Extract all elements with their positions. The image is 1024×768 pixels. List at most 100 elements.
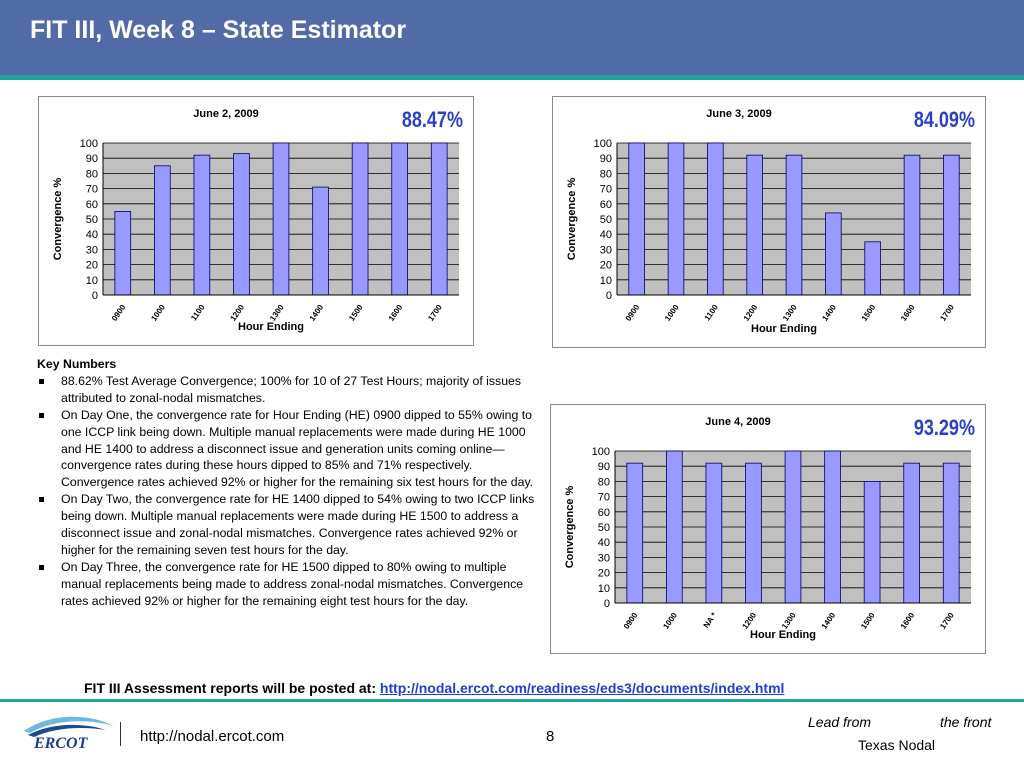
x-tick-label: 1000 bbox=[661, 611, 679, 631]
y-tick-label: 10 bbox=[598, 583, 610, 595]
x-tick-label: 1700 bbox=[938, 303, 956, 323]
y-tick-label: 40 bbox=[598, 537, 610, 549]
bar bbox=[785, 154, 803, 296]
x-tick-label: 0900 bbox=[110, 303, 128, 323]
y-tick-label: 10 bbox=[600, 275, 612, 287]
chart-title: June 4, 2009 bbox=[705, 416, 770, 428]
bar bbox=[193, 154, 211, 296]
y-tick-label: 60 bbox=[600, 199, 612, 211]
footer-url: http://nodal.ercot.com bbox=[140, 728, 285, 745]
bar bbox=[628, 142, 645, 296]
x-tick-label: 1400 bbox=[308, 303, 326, 323]
y-tick-label: 70 bbox=[86, 184, 98, 196]
assessment-label: FIT III Assessment reports will be poste… bbox=[84, 680, 380, 696]
x-tick-label: 1700 bbox=[938, 611, 956, 631]
chart-title: June 3, 2009 bbox=[706, 108, 771, 120]
y-axis-label: Convergence % bbox=[52, 178, 64, 261]
bar bbox=[351, 142, 369, 296]
y-tick-label: 20 bbox=[600, 260, 612, 272]
y-tick-label: 100 bbox=[592, 446, 610, 458]
y-tick-label: 100 bbox=[80, 138, 98, 150]
bar bbox=[666, 450, 683, 604]
x-tick-label: 1400 bbox=[820, 611, 838, 631]
y-tick-label: 80 bbox=[86, 168, 98, 180]
y-tick-label: 70 bbox=[600, 184, 612, 196]
bar bbox=[233, 153, 250, 296]
x-tick-label: 1100 bbox=[703, 303, 721, 323]
bullet-text: On Day One, the convergence rate for Hou… bbox=[61, 407, 534, 490]
y-tick-label: 30 bbox=[86, 244, 98, 256]
bar bbox=[784, 450, 802, 604]
slide-header bbox=[0, 0, 1024, 75]
x-tick-label: 0900 bbox=[624, 303, 642, 323]
logo-wordmark: ERCOT bbox=[33, 735, 89, 752]
bar bbox=[745, 462, 762, 604]
y-tick-label: 100 bbox=[594, 138, 612, 150]
bar-chart: June 4, 2009 93.29% 0 10 20 30 40 50 60 70 80 90 100… bbox=[564, 416, 975, 641]
x-tick-label: 1100 bbox=[189, 303, 207, 323]
tagline-texas-nodal: Texas Nodal bbox=[858, 737, 936, 753]
x-tick-label: 1000 bbox=[149, 303, 167, 323]
y-tick-label: 60 bbox=[598, 507, 610, 519]
y-tick-label: 40 bbox=[86, 229, 98, 241]
y-tick-label: 60 bbox=[86, 199, 98, 211]
x-tick-label: 0900 bbox=[622, 611, 640, 631]
tagline-front: the front bbox=[940, 714, 992, 730]
bullet-text: On Day Three, the convergence rate for H… bbox=[61, 559, 524, 608]
x-tick-label: 1600 bbox=[899, 611, 917, 631]
bullet-square-icon bbox=[39, 412, 44, 418]
y-tick-label: 90 bbox=[600, 153, 612, 165]
x-tick-label: 1300 bbox=[780, 611, 798, 631]
x-tick-label: 1500 bbox=[859, 611, 877, 631]
bullet-text: 88.62% Test Average Convergence; 100% fo… bbox=[61, 373, 522, 405]
key-numbers-bullet: On Day Two, the convergence rate for HE … bbox=[37, 491, 537, 559]
bar bbox=[391, 142, 408, 296]
y-tick-label: 50 bbox=[86, 214, 98, 226]
bar bbox=[705, 462, 723, 604]
bar bbox=[114, 211, 132, 296]
y-tick-label: 50 bbox=[598, 522, 610, 534]
y-tick-label: 40 bbox=[600, 229, 612, 241]
x-tick-label: 1300 bbox=[781, 303, 799, 323]
bullet-text: On Day Two, the convergence rate for HE … bbox=[61, 492, 535, 557]
bullet-square-icon bbox=[39, 564, 44, 570]
convergence-percent-badge: 84.09% bbox=[914, 108, 975, 132]
header-stripe bbox=[0, 75, 1024, 80]
y-tick-label: 50 bbox=[600, 214, 612, 226]
y-tick-label: 30 bbox=[598, 552, 610, 564]
bar bbox=[863, 481, 881, 604]
bar bbox=[942, 462, 960, 604]
x-tick-label: 1700 bbox=[426, 303, 444, 323]
ercot-logo: ERCOT bbox=[24, 716, 114, 752]
x-axis-label: Hour Ending bbox=[750, 629, 816, 641]
y-tick-label: 90 bbox=[86, 153, 98, 165]
x-axis-label: Hour Ending bbox=[238, 321, 304, 333]
bar-chart: June 3, 2009 84.09% 0 10 20 30 40 50 60 70 80 90 100… bbox=[566, 108, 975, 335]
page-number: 8 bbox=[546, 728, 555, 745]
logo-swoosh-icon bbox=[24, 716, 114, 733]
bar bbox=[154, 165, 171, 296]
y-axis-label: Convergence % bbox=[564, 486, 576, 569]
bullet-square-icon bbox=[39, 378, 44, 384]
key-numbers-bullet: On Day Three, the convergence rate for H… bbox=[37, 559, 537, 610]
key-numbers-bullet: On Day One, the convergence rate for Hou… bbox=[37, 407, 537, 492]
bullet-square-icon bbox=[39, 497, 44, 503]
x-axis-label: Hour Ending bbox=[751, 323, 817, 335]
bar bbox=[746, 154, 763, 296]
bar bbox=[667, 142, 685, 296]
bar-chart: June 2, 2009 88.47% 0 10 20 30 40 50 60 70 80 90 100… bbox=[52, 108, 463, 333]
y-tick-label: 20 bbox=[598, 568, 610, 580]
y-tick-label: 80 bbox=[600, 168, 612, 180]
key-numbers-bullet: 88.62% Test Average Convergence; 100% fo… bbox=[37, 373, 537, 407]
bar bbox=[824, 450, 841, 604]
bar bbox=[707, 142, 724, 296]
bar bbox=[626, 462, 644, 604]
bar bbox=[312, 186, 329, 296]
x-tick-label: 1600 bbox=[387, 303, 405, 323]
assessment-link[interactable]: http://nodal.ercot.com/readiness/eds3/do… bbox=[379, 680, 785, 696]
x-tick-label: NA * bbox=[702, 610, 719, 629]
chart-panel-june-2: June 2, 2009 88.47% 0 10 20 30 40 50 60 70 80 90 100… bbox=[38, 96, 474, 346]
chart-panel-june-3: June 3, 2009 84.09% 0 10 20 30 40 50 60 70 80 90 100… bbox=[552, 96, 986, 348]
footer-rule bbox=[0, 699, 1024, 702]
y-tick-label: 90 bbox=[598, 461, 610, 473]
